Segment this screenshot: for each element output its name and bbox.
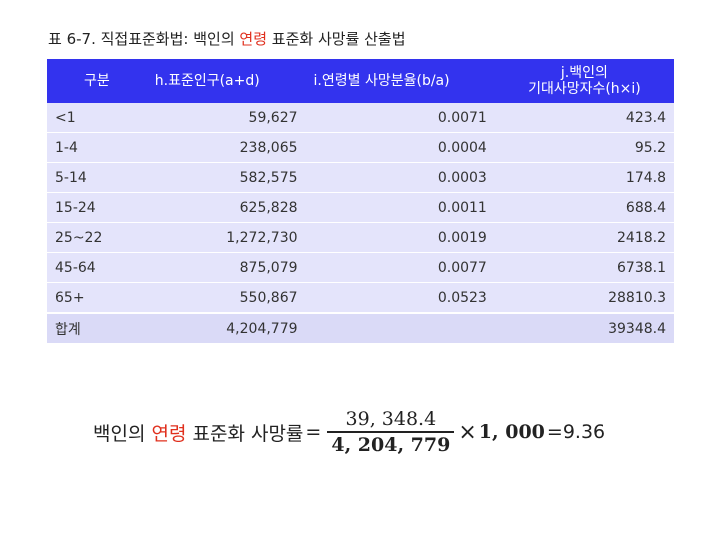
row-expected: 174.8 (494, 162, 674, 193)
row-rate: 0.0011 (305, 192, 495, 223)
table-row: 65+ 550,867 0.0523 28810.3 (47, 282, 674, 314)
table-header-row: 구분 h.표준인구(a+d) i.연령별 사망분율(b/a) j.백인의 기대사… (47, 59, 674, 103)
row-expected: 95.2 (494, 132, 674, 163)
row-expected: 423.4 (494, 103, 674, 133)
formula-label-suffix: 표준화 사망률 (186, 422, 304, 445)
table-total-row: 합계 4,204,779 39348.4 (47, 312, 674, 344)
row-rate: 0.0003 (305, 162, 495, 193)
row-expected: 28810.3 (494, 282, 674, 314)
title-suffix: 표준화 사망률 산출법 (267, 30, 406, 48)
row-age-group: 25~22 (47, 222, 147, 253)
formula-equals: = (305, 421, 322, 443)
row-age-group: 45-64 (47, 252, 147, 283)
table-row: 45-64 875,079 0.0077 6738.1 (47, 252, 674, 283)
formula-denominator: 4, 204, 779 (331, 434, 451, 456)
header-category: 구분 (47, 59, 147, 103)
row-age-group: 5-14 (47, 162, 147, 193)
row-population: 875,079 (146, 252, 306, 283)
row-expected: 6738.1 (494, 252, 674, 283)
header-standard-population: h.표준인구(a+d) (146, 59, 306, 103)
formula-numerator: 39, 348.4 (345, 408, 437, 430)
total-label: 합계 (47, 312, 147, 344)
row-expected: 688.4 (494, 192, 674, 223)
formula-label-prefix: 백인의 (93, 422, 152, 445)
header-expected-deaths: j.백인의 기대사망자수(h×i) (494, 59, 674, 103)
formula-result: =9.36 (546, 421, 606, 443)
row-expected: 2418.2 (494, 222, 674, 253)
total-expected: 39348.4 (494, 312, 674, 344)
row-age-group: 1-4 (47, 132, 147, 163)
table-row: <1 59,627 0.0071 423.4 (47, 103, 674, 133)
formula-fraction: 39, 348.4 4, 204, 779 (327, 407, 455, 457)
row-population: 550,867 (146, 282, 306, 314)
row-rate: 0.0071 (305, 103, 495, 133)
header-death-rate: i.연령별 사망분율(b/a) (305, 59, 495, 103)
title-highlight: 연령 (239, 30, 268, 48)
row-rate: 0.0077 (305, 252, 495, 283)
fraction-bar (327, 431, 455, 433)
table-row: 25~22 1,272,730 0.0019 2418.2 (47, 222, 674, 253)
row-age-group: 65+ (47, 282, 147, 314)
formula-label-highlight: 연령 (151, 422, 187, 445)
row-age-group: <1 (47, 103, 147, 133)
page-title: 표 6-7. 직접표준화법: 백인의 연령 표준화 사망률 산출법 (48, 28, 406, 49)
row-population: 625,828 (146, 192, 306, 223)
row-population: 238,065 (146, 132, 306, 163)
row-population: 582,575 (146, 162, 306, 193)
row-rate: 0.0523 (305, 282, 495, 314)
row-age-group: 15-24 (47, 192, 147, 223)
row-rate: 0.0019 (305, 222, 495, 253)
row-population: 59,627 (146, 103, 306, 133)
table-row: 5-14 582,575 0.0003 174.8 (47, 162, 674, 193)
row-rate: 0.0004 (305, 132, 495, 163)
table-row: 1-4 238,065 0.0004 95.2 (47, 132, 674, 163)
total-rate (305, 312, 495, 344)
standardized-rate-formula: 백인의 연령 표준화 사망률 = 39, 348.4 4, 204, 779 ×… (93, 404, 605, 460)
title-prefix: 표 6-7. 직접표준화법: 백인의 (48, 30, 240, 48)
standardization-table: 구분 h.표준인구(a+d) i.연령별 사망분율(b/a) j.백인의 기대사… (47, 59, 674, 344)
formula-multiplier: 1, 000 (478, 421, 545, 443)
formula-times: × (458, 419, 477, 445)
row-population: 1,272,730 (146, 222, 306, 253)
table-row: 15-24 625,828 0.0011 688.4 (47, 192, 674, 223)
formula-label: 백인의 연령 표준화 사망률 (93, 419, 303, 446)
total-population: 4,204,779 (146, 312, 306, 344)
